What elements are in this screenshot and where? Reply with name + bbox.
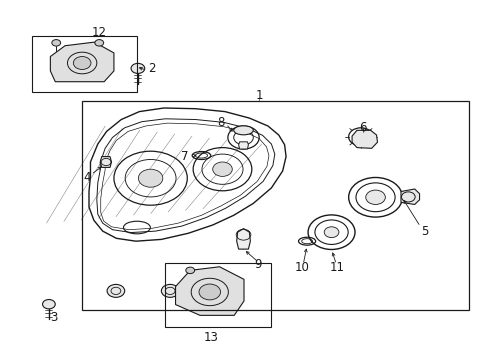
Circle shape: [161, 284, 179, 297]
Text: 1: 1: [255, 89, 263, 102]
Circle shape: [42, 300, 55, 309]
Polygon shape: [50, 42, 114, 82]
Text: 8: 8: [217, 116, 224, 129]
Circle shape: [52, 40, 61, 46]
Circle shape: [185, 267, 194, 274]
Circle shape: [212, 162, 232, 176]
Polygon shape: [175, 267, 244, 315]
Ellipse shape: [233, 126, 253, 135]
Circle shape: [138, 169, 163, 187]
Circle shape: [131, 63, 144, 73]
Text: 6: 6: [358, 121, 366, 134]
Text: 2: 2: [147, 62, 155, 75]
Text: 10: 10: [294, 261, 309, 274]
Circle shape: [95, 40, 103, 46]
Circle shape: [365, 190, 385, 204]
Text: 5: 5: [420, 225, 427, 238]
Circle shape: [199, 284, 220, 300]
Text: 11: 11: [329, 261, 344, 274]
Polygon shape: [236, 229, 250, 249]
Text: 3: 3: [50, 311, 58, 324]
Polygon shape: [351, 130, 377, 148]
Text: 4: 4: [83, 171, 91, 184]
Text: 13: 13: [203, 331, 218, 344]
Circle shape: [107, 284, 124, 297]
Text: 9: 9: [254, 258, 262, 271]
Circle shape: [324, 227, 338, 238]
Polygon shape: [238, 142, 248, 149]
Polygon shape: [100, 157, 111, 167]
Circle shape: [73, 57, 91, 69]
Text: 7: 7: [181, 150, 188, 163]
Polygon shape: [400, 189, 419, 204]
Text: 12: 12: [91, 26, 106, 39]
